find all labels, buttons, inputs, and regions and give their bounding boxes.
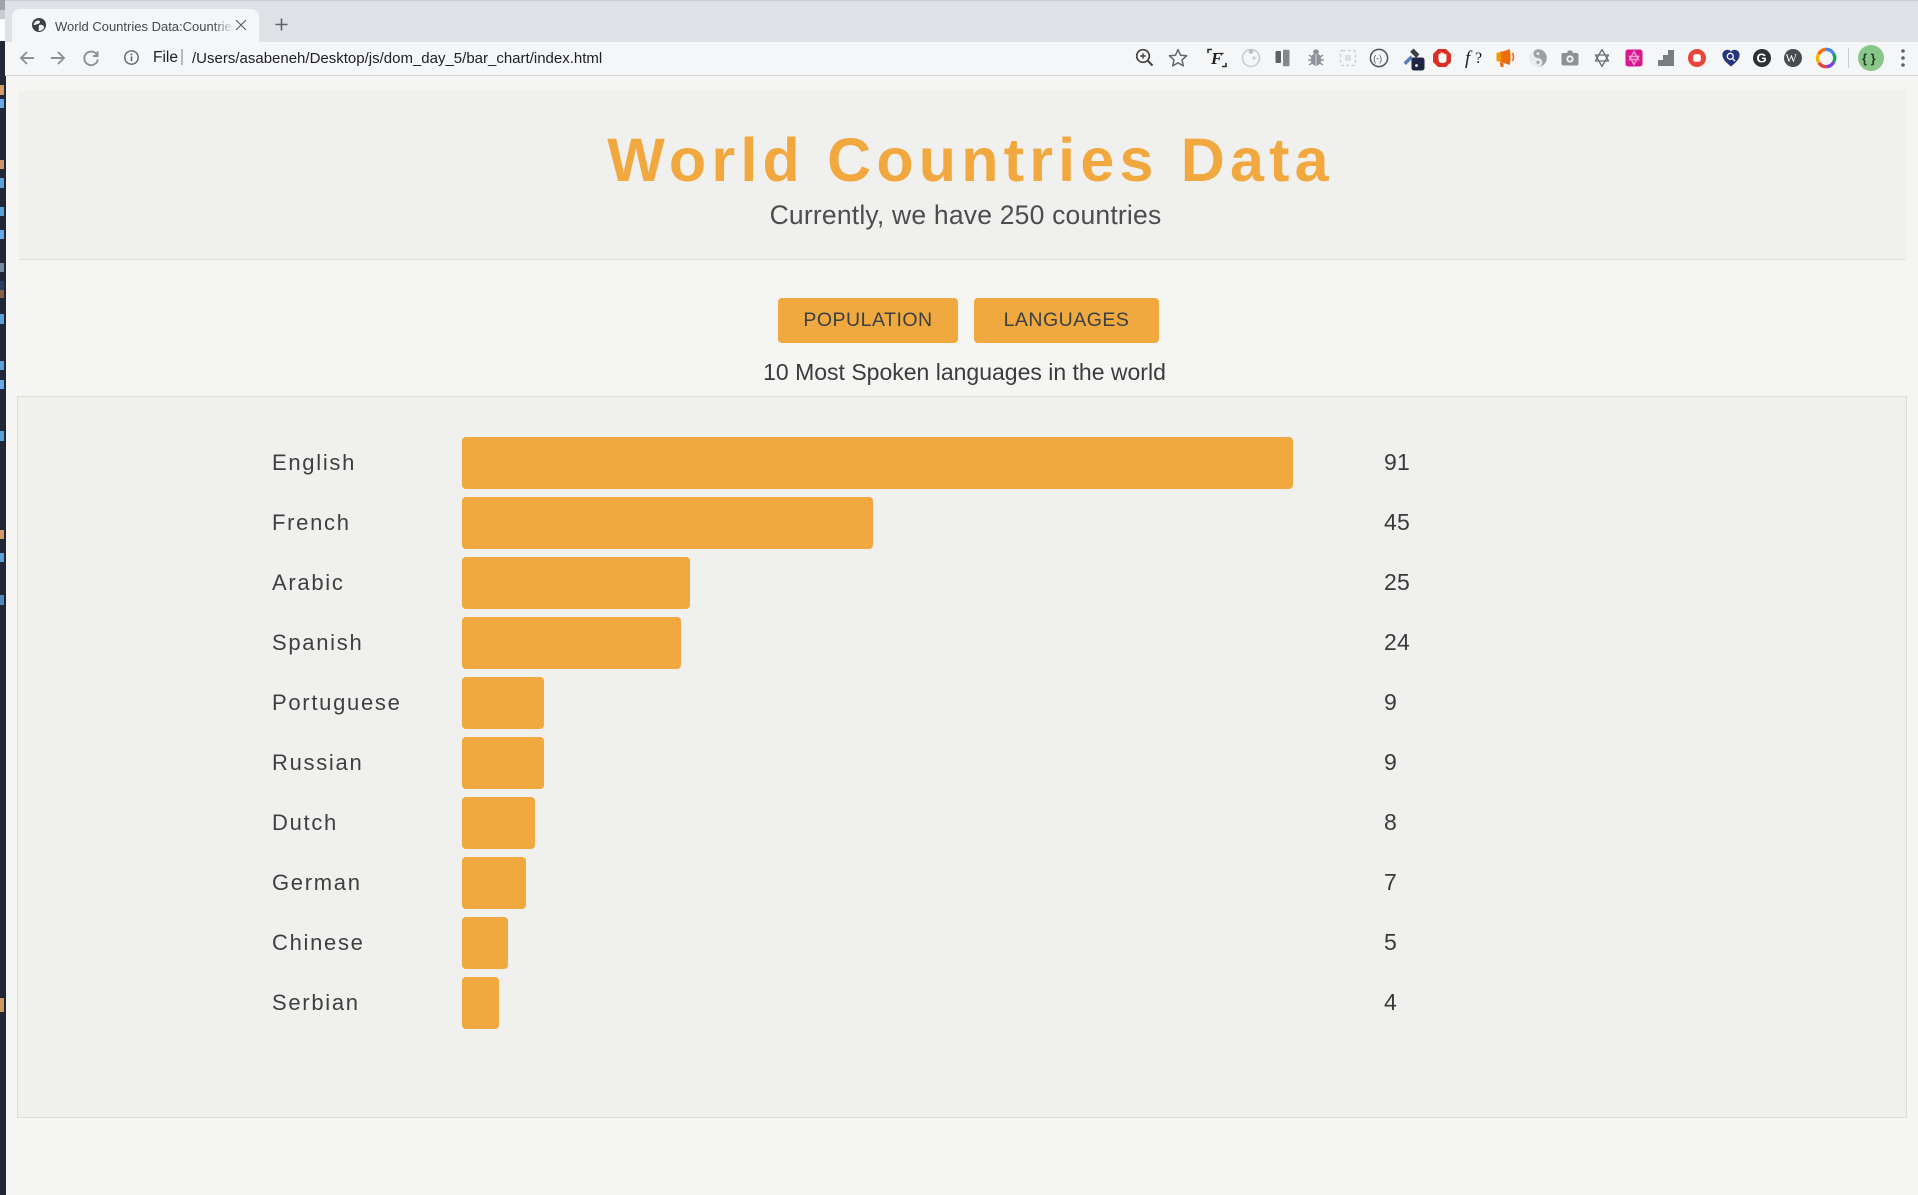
svg-text:F: F	[1210, 49, 1223, 68]
svg-text:f: f	[1465, 48, 1473, 69]
svg-text:G: G	[1757, 51, 1767, 66]
svg-text:(-): (-)	[1373, 54, 1382, 64]
svg-text:W: W	[1786, 51, 1798, 65]
svg-text:{ }: { }	[1862, 51, 1876, 66]
svg-text:?: ?	[1475, 50, 1482, 67]
